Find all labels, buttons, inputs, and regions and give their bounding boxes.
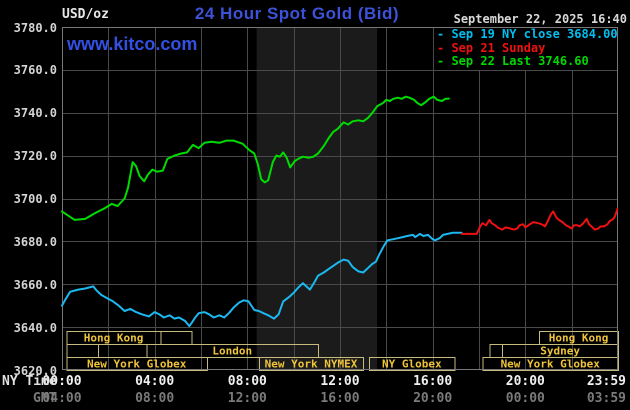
session-box — [97, 344, 148, 358]
session-box — [146, 344, 319, 358]
y-tick-label: 3720.0 — [13, 149, 57, 164]
x-tick-gmt-label: 00:00 — [505, 391, 545, 406]
gmt-row-label: GMT — [33, 391, 57, 406]
price-line-sep-21 — [460, 208, 619, 235]
session-box — [368, 357, 456, 371]
x-tick-ny-label: 00:00 — [42, 374, 82, 389]
y-tick-label: 3640.0 — [13, 320, 57, 335]
legend-item: - Sep 22 Last 3746.60 — [437, 54, 589, 69]
price-line-sep-19 — [61, 231, 463, 328]
chart-timestamp: September 22, 2025 16:40 — [453, 12, 627, 26]
session-label: New York Globex — [501, 358, 601, 371]
nymex-session-band — [256, 27, 378, 370]
x-tick-ny-label: 20:00 — [505, 374, 545, 389]
ny-time-row-label: NY Time — [2, 374, 57, 389]
session-label: Hong Kong — [84, 332, 144, 345]
session-label: Hong Kong — [549, 332, 609, 345]
x-tick-gmt-label: 08:00 — [135, 391, 175, 406]
session-box — [258, 357, 365, 371]
x-tick-gmt-label: 12:00 — [227, 391, 267, 406]
session-label: New York NYMEX — [265, 358, 358, 371]
x-tick-ny-label: 12:00 — [320, 374, 360, 389]
session-label: London — [212, 345, 252, 358]
plot-border — [62, 27, 618, 370]
legend: - Sep 19 NY close 3684.00- Sep 21 Sunday… — [437, 27, 618, 69]
x-tick-gmt-label: 03:59 — [586, 391, 626, 406]
y-tick-label: 3740.0 — [13, 106, 57, 121]
legend-item: - Sep 19 NY close 3684.00 — [437, 27, 618, 41]
session-label: Sydney — [540, 345, 580, 358]
y-tick-label: 3680.0 — [13, 234, 57, 249]
x-tick-ny-label: 23:59 — [586, 374, 626, 389]
y-tick-label: 3760.0 — [13, 63, 57, 78]
y-tick-label: 3660.0 — [13, 277, 57, 292]
x-tick-gmt-label: 16:00 — [320, 391, 360, 406]
legend-backdrop — [434, 28, 620, 70]
x-tick-ny-label: 04:00 — [135, 374, 175, 389]
x-tick-gmt-label: 20:00 — [413, 391, 453, 406]
session-box — [482, 357, 619, 371]
x-tick-gmt-label: 04:00 — [42, 391, 82, 406]
y-axis-unit-label: USD/oz — [62, 7, 109, 22]
legend-item: - Sep 21 Sunday — [437, 40, 546, 55]
y-tick-label: 3700.0 — [13, 192, 57, 206]
session-box — [66, 357, 208, 371]
session-box — [489, 344, 504, 358]
session-box — [160, 331, 193, 345]
y-tick-label: 3780.0 — [13, 20, 57, 35]
session-box — [66, 344, 99, 358]
y-tick-label: 3620.0 — [13, 363, 57, 378]
x-tick-ny-label: 08:00 — [227, 374, 267, 389]
session-label: New York Globex — [87, 358, 187, 371]
kitco-website-link[interactable]: www.kitco.com — [67, 34, 198, 54]
x-tick-ny-label: 16:00 — [413, 374, 453, 389]
price-line-sep-22 — [61, 95, 450, 221]
chart-title: 24 Hour Spot Gold (Bid) — [194, 4, 400, 23]
session-label: NY Globex — [382, 358, 442, 371]
